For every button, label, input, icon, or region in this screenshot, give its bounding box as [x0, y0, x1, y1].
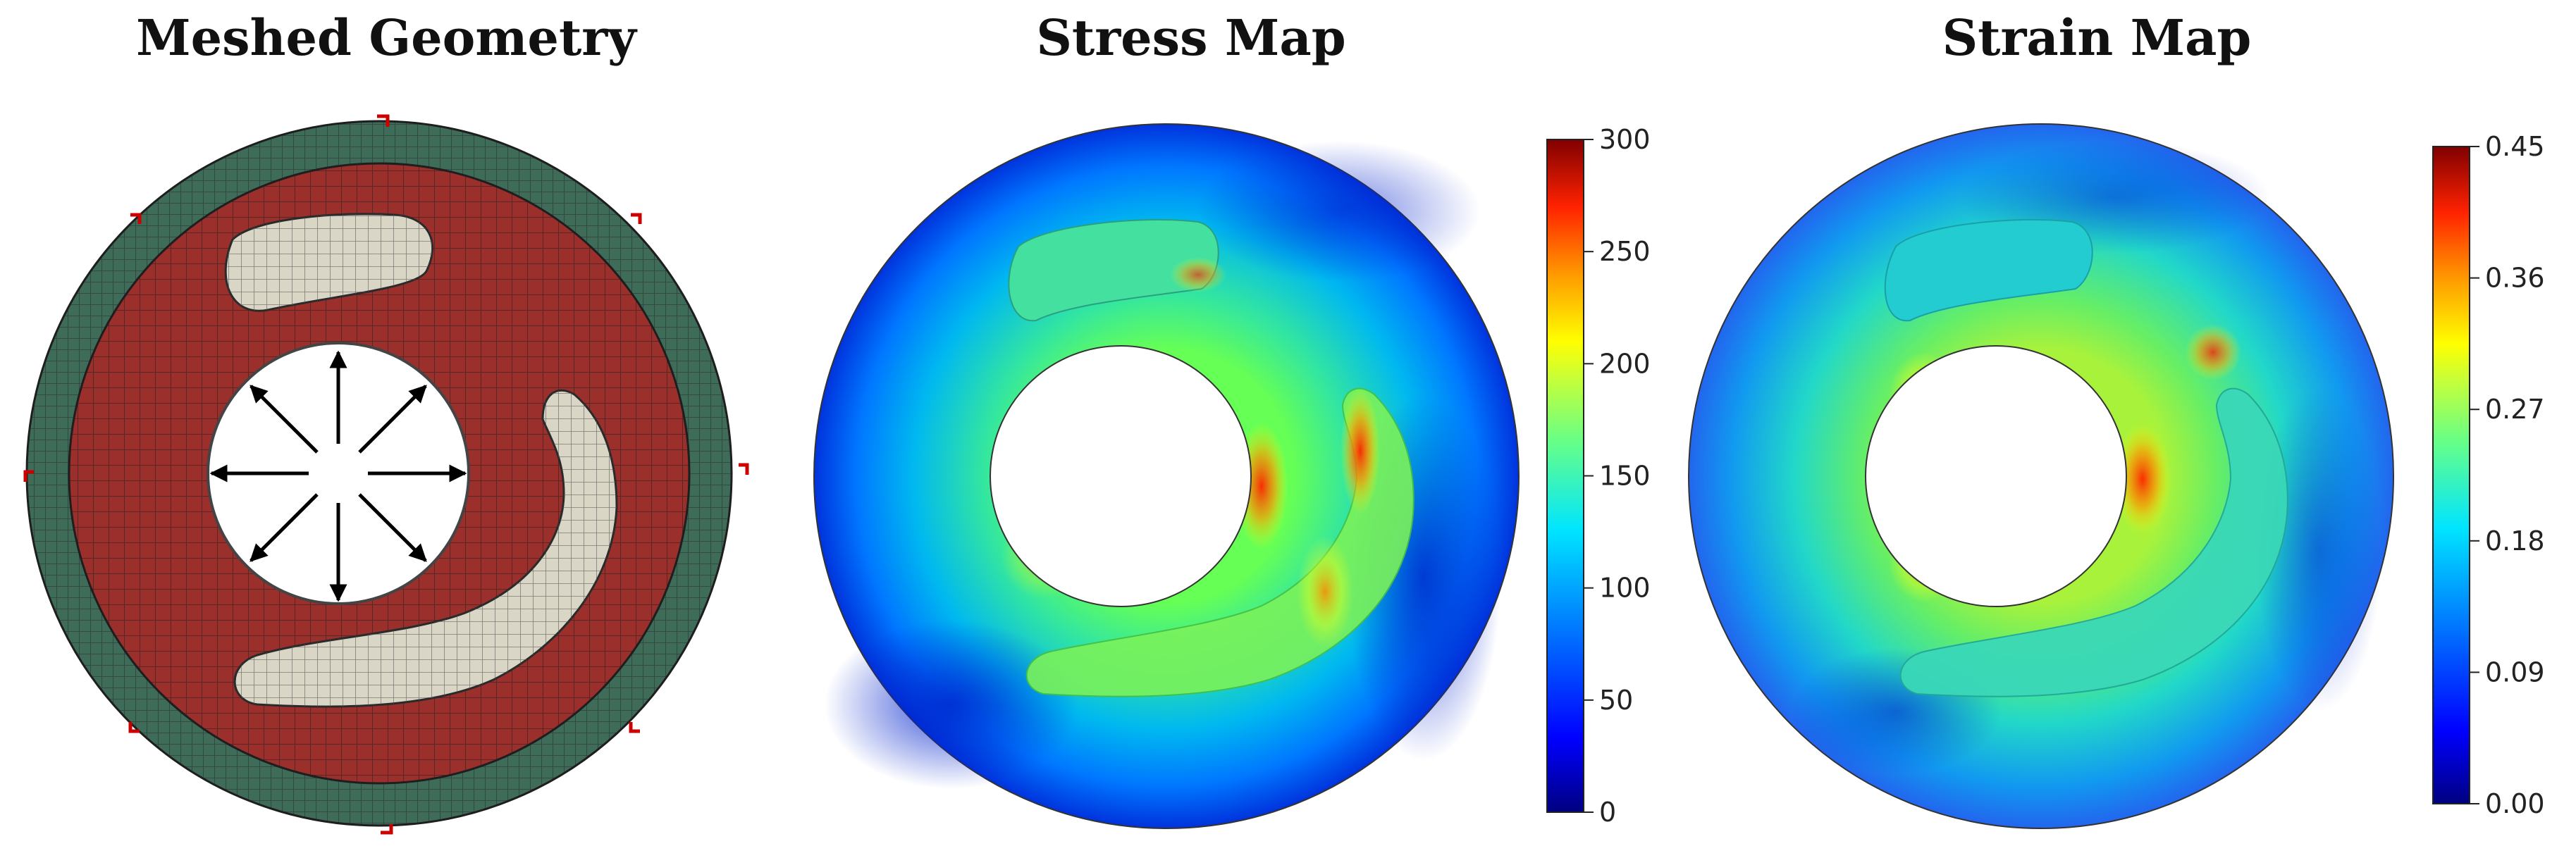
- arrow-icon: [358, 385, 427, 454]
- colorbar-tick-label: 0.09: [2485, 657, 2545, 688]
- colorbar-tick-label: 300: [1599, 124, 1651, 155]
- strain-hot-spot: [2185, 324, 2241, 380]
- corner-marker-icon: [631, 213, 642, 224]
- arrow-icon: [249, 493, 319, 562]
- stress-hot-spot: [1170, 257, 1226, 292]
- corner-marker-icon: [130, 213, 142, 224]
- corner-marker-icon: [739, 463, 749, 475]
- corner-marker-icon: [629, 722, 640, 733]
- strain-map-title: Strain Map: [1942, 8, 2252, 67]
- corner-marker-icon: [377, 114, 390, 127]
- corner-marker-icon: [23, 470, 34, 482]
- stress-low-region: [825, 620, 1078, 789]
- stress-hot-spot: [1341, 387, 1380, 514]
- colorbar-tick-label: 50: [1599, 685, 1633, 716]
- strain-inclusion-top: [1884, 218, 2093, 322]
- stress-low-region: [1198, 141, 1480, 282]
- stress-map-title: Stress Map: [1036, 8, 1345, 67]
- colorbar-tick-label: 200: [1599, 348, 1651, 379]
- colorbar-tick-label: 0.45: [2485, 131, 2545, 162]
- colorbar-tick-label: 150: [1599, 461, 1651, 492]
- stress-map-panel: 300 250 200 150 100 50 0: [813, 123, 1651, 829]
- strain-hole: [1865, 345, 2127, 607]
- meshed-geometry-panel: [23, 114, 749, 835]
- colorbar-tick-label: 0.00: [2485, 788, 2545, 819]
- colorbar-tick-label: 0.27: [2485, 394, 2545, 425]
- stress-warm-region: [1297, 535, 1353, 648]
- corner-marker-icon: [23, 114, 749, 835]
- corner-marker-icon: [128, 722, 140, 733]
- strain-inclusion-arc: [1899, 387, 2288, 697]
- arrow-icon: [209, 350, 467, 602]
- strain-map-panel: 0.45 0.36 0.27 0.18 0.09 0.00: [1688, 123, 2545, 829]
- colorbar-tick-label: 0.18: [2485, 525, 2545, 556]
- strain-colorbar: [2432, 146, 2470, 804]
- arrow-icon: [249, 385, 319, 454]
- colorbar-tick-label: 100: [1599, 573, 1651, 604]
- stress-colorbar: [1546, 139, 1584, 813]
- colorbar-tick-label: 0.36: [2485, 263, 2545, 294]
- strain-colorbar-ticks: 0.45 0.36 0.27 0.18 0.09 0.00: [2470, 131, 2545, 819]
- corner-marker-icon: [381, 824, 393, 835]
- strain-low-region: [2255, 387, 2382, 711]
- strain-hot-spot: [2114, 423, 2171, 535]
- arrow-icon: [358, 493, 427, 562]
- stress-hole: [990, 345, 1252, 607]
- stress-colorbar-ticks: 300 250 200 150 100 50 0: [1584, 124, 1651, 828]
- colorbar-tick-label: 0: [1599, 797, 1616, 828]
- meshed-geometry-title: Meshed Geometry: [136, 8, 638, 67]
- colorbar-tick-label: 250: [1599, 236, 1651, 267]
